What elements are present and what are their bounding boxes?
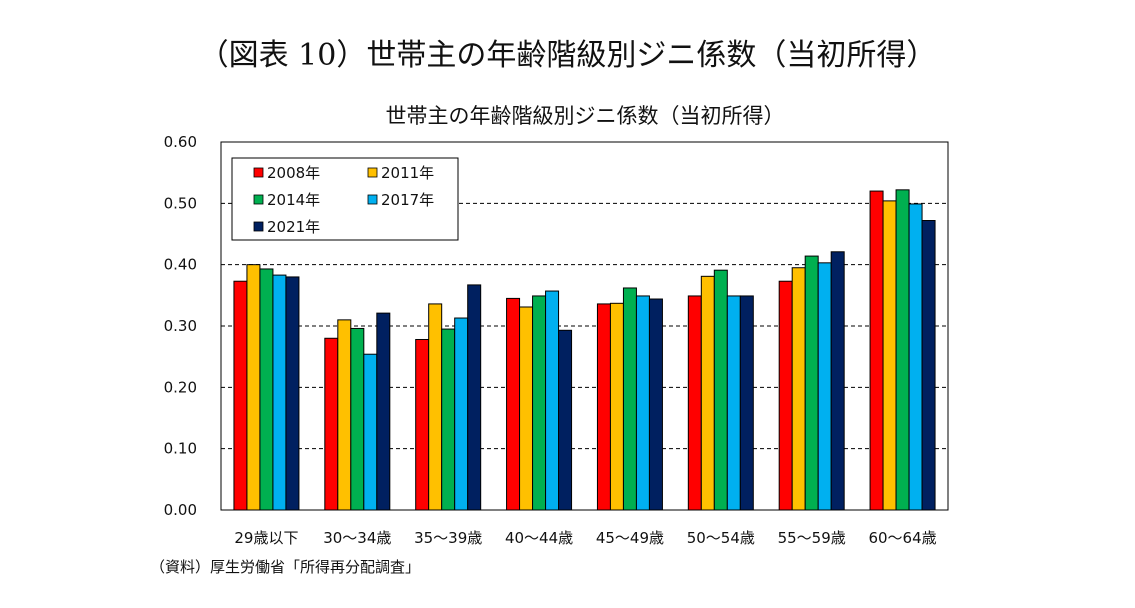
legend-swatch [253,194,264,205]
bar [545,290,560,511]
chart-title: 世帯主の年齢階級別ジニ係数（当初所得） [385,104,785,128]
bar [428,303,443,511]
bar [609,302,624,511]
bar [350,327,365,511]
bar [830,251,845,511]
legend-label: 2008年 [267,164,320,182]
bar [635,295,650,511]
bar [739,295,754,511]
bar [778,280,793,511]
y-tick-label: 0.40 [164,256,197,274]
bar [895,189,910,511]
bar [700,275,715,511]
bar [272,274,287,511]
bar [622,287,637,511]
y-tick-label: 0.50 [164,194,197,212]
bar [324,337,339,511]
bar [713,269,728,511]
bar [441,328,456,511]
bar [233,280,248,511]
x-tick-label: 30～34歳 [323,529,391,547]
bar [648,298,663,511]
y-tick-label: 0.30 [164,317,197,335]
bar [596,303,611,511]
legend-swatch [367,194,378,205]
bar [454,317,469,511]
figure-title: （図表 10）世帯主の年齢階級別ジニ係数（当初所得） [198,38,937,73]
legend-box [231,157,459,241]
bar [246,264,261,511]
y-tick-label: 0.20 [164,378,197,396]
bar [558,329,573,511]
bar [285,276,300,511]
bar [869,190,884,511]
x-tick-label: 45～49歳 [596,529,664,547]
y-tick-label: 0.00 [164,501,197,519]
bar [506,297,521,511]
bar [687,295,702,511]
legend-swatch [253,221,264,232]
y-tick-label: 0.60 [164,133,197,151]
bar [921,220,936,511]
bar [415,338,430,511]
bar [791,267,806,511]
legend-label: 2014年 [267,191,320,209]
x-tick-label: 35～39歳 [414,529,482,547]
bar [467,284,482,511]
legend-label: 2011年 [381,164,434,182]
bar [519,306,534,511]
x-tick-label: 50～54歳 [687,529,755,547]
bar [363,353,378,511]
bar [337,319,352,511]
bar [532,295,547,511]
source-note: （資料）厚生労働省「所得再分配調査」 [150,558,421,576]
plot-frame [220,141,949,511]
bar [259,268,274,511]
bar [908,203,923,511]
legend-label: 2021年 [267,218,320,236]
x-tick-label: 60～64歳 [868,529,936,547]
legend-label: 2017年 [381,191,434,209]
x-tick-label: 40～44歳 [505,529,573,547]
x-tick-label: 55～59歳 [778,529,846,547]
legend-swatch [367,167,378,178]
bar [817,262,832,511]
bar [726,295,741,511]
legend-swatch [253,167,264,178]
bar [882,200,897,511]
bar [376,312,391,511]
y-tick-label: 0.10 [164,440,197,458]
bar [804,255,819,511]
x-tick-label: 29歳以下 [234,529,298,547]
